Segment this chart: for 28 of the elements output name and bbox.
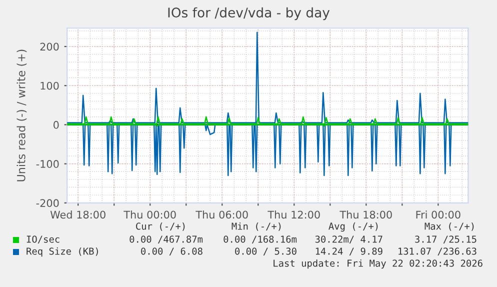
chart-title: IOs for /dev/vda - by day bbox=[168, 7, 330, 20]
text: 0.00 /467.87m bbox=[130, 236, 203, 244]
y-axis-title: Units read (-) / write (+) bbox=[16, 50, 27, 182]
text: 131.07 /236.63 bbox=[398, 248, 476, 256]
text: Max (-/+) bbox=[424, 222, 474, 231]
x-tick-label: Wed 18:00 bbox=[50, 210, 106, 219]
text: 14.24 / 9.89 bbox=[316, 248, 382, 256]
text: Avg (-/+) bbox=[328, 222, 378, 232]
x-tick-label: Thu 18:00 bbox=[340, 210, 392, 219]
text: Last update: Fri May 22 02:20:43 2026 bbox=[274, 259, 482, 269]
text: 0.00 /168.16m bbox=[224, 236, 297, 244]
legend-label: IO/sec bbox=[26, 236, 60, 244]
text: 30.22m/ 4.17 bbox=[315, 236, 382, 244]
y-tick-label: 200 bbox=[40, 42, 59, 51]
text: Cur (-/+) bbox=[136, 222, 185, 231]
text: 3.17 /25.15 bbox=[415, 236, 476, 244]
text: Min (-/+) bbox=[232, 222, 281, 231]
y-tick-label: -200 bbox=[36, 199, 59, 208]
y-tick-label: 100 bbox=[40, 82, 59, 90]
x-tick-label: Fri 00:00 bbox=[416, 210, 460, 219]
text: 0.00 / 5.30 bbox=[235, 248, 296, 256]
y-tick-label: 0 bbox=[54, 120, 59, 129]
legend-label: Req Size (KB) bbox=[26, 247, 98, 257]
x-tick-label: Thu 12:00 bbox=[268, 210, 320, 219]
x-tick-label: Thu 00:00 bbox=[124, 210, 176, 219]
x-tick-label: Thu 06:00 bbox=[196, 210, 248, 219]
y-tick-label: -100 bbox=[36, 160, 59, 168]
text: 0.00 / 6.08 bbox=[141, 248, 202, 256]
